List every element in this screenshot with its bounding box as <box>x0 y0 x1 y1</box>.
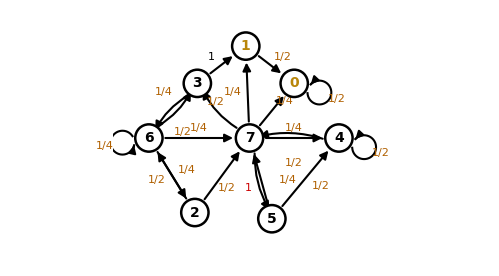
Text: 1/2: 1/2 <box>273 52 291 62</box>
Circle shape <box>135 124 163 152</box>
Text: 1/4: 1/4 <box>178 165 196 175</box>
Text: 1: 1 <box>245 183 252 193</box>
Circle shape <box>280 70 308 97</box>
Text: 6: 6 <box>144 131 154 145</box>
Circle shape <box>181 199 209 226</box>
Text: 1: 1 <box>208 52 215 62</box>
Text: 1/4: 1/4 <box>224 87 242 97</box>
Text: 1/4: 1/4 <box>96 141 114 151</box>
Text: 4: 4 <box>334 131 344 145</box>
Circle shape <box>258 205 285 232</box>
Text: 2: 2 <box>190 206 200 219</box>
Text: 1/2: 1/2 <box>148 175 166 185</box>
Text: 1/4: 1/4 <box>275 96 293 106</box>
Text: 1/2: 1/2 <box>285 158 303 168</box>
Text: 1/4: 1/4 <box>279 175 297 185</box>
Text: 1: 1 <box>241 39 250 53</box>
Text: 1/2: 1/2 <box>207 97 225 107</box>
Text: 1/4: 1/4 <box>285 123 303 133</box>
Text: 5: 5 <box>267 212 277 226</box>
Text: 1/4: 1/4 <box>190 123 208 133</box>
Text: 0: 0 <box>289 76 299 90</box>
Text: 1/2: 1/2 <box>311 181 329 191</box>
Circle shape <box>184 70 211 97</box>
Circle shape <box>236 124 263 152</box>
Text: 7: 7 <box>245 131 254 145</box>
Text: 1/2: 1/2 <box>174 127 192 137</box>
Text: 1/2: 1/2 <box>327 94 345 104</box>
Text: 1/2: 1/2 <box>372 148 390 158</box>
Text: 3: 3 <box>193 76 202 90</box>
Text: 1/4: 1/4 <box>154 87 172 97</box>
Text: 1/2: 1/2 <box>218 183 236 193</box>
Circle shape <box>232 33 259 60</box>
Circle shape <box>325 124 353 152</box>
